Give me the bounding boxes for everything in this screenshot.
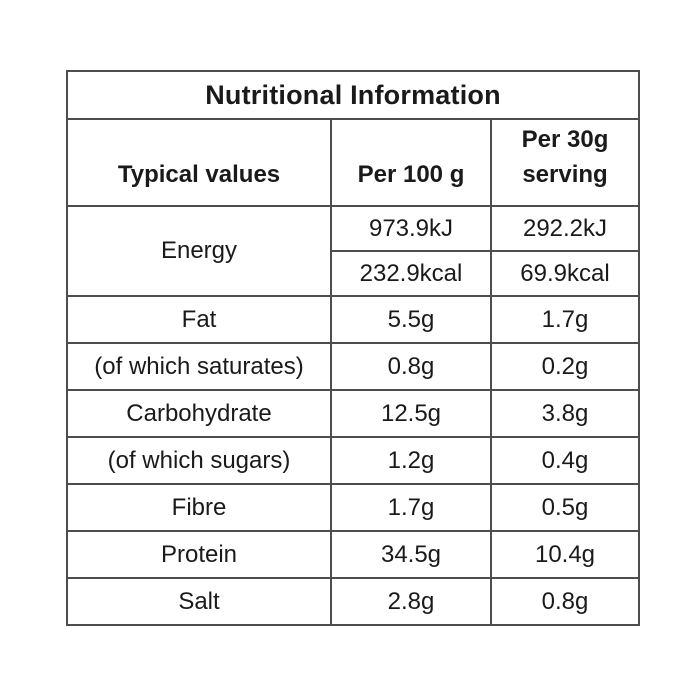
value-per-100g: 0.8g — [330, 342, 492, 391]
column-header-typical-values: Typical values — [66, 118, 332, 207]
header-row: Typical values Per 100 g Per 30g serving — [66, 118, 640, 207]
value-per-100g: 1.2g — [330, 436, 492, 485]
row-label-energy: Energy — [66, 205, 332, 297]
table-row-carbohydrate: Carbohydrate 12.5g 3.8g — [66, 389, 640, 438]
table-row-saturates: (of which saturates) 0.8g 0.2g — [66, 342, 640, 391]
column-header-per-serving: Per 30g serving — [490, 118, 640, 207]
title-row: Nutritional Information — [66, 70, 640, 120]
value-per-100g: 12.5g — [330, 389, 492, 438]
value-per-serving: 1.7g — [490, 295, 640, 344]
row-label: Fat — [66, 295, 332, 344]
row-label: (of which saturates) — [66, 342, 332, 391]
value-per-serving: 0.4g — [490, 436, 640, 485]
value-per-serving: 10.4g — [490, 530, 640, 579]
row-label: Carbohydrate — [66, 389, 332, 438]
value-per-serving: 0.8g — [490, 577, 640, 626]
table-row-fibre: Fibre 1.7g 0.5g — [66, 483, 640, 532]
value-per-100g: 1.7g — [330, 483, 492, 532]
value-per-100g: 2.8g — [330, 577, 492, 626]
row-label: (of which sugars) — [66, 436, 332, 485]
energy-kcal-per-serving: 69.9kcal — [490, 250, 640, 297]
energy-kj-per-serving: 292.2kJ — [490, 205, 640, 252]
table-row-sugars: (of which sugars) 1.2g 0.4g — [66, 436, 640, 485]
value-per-serving: 0.5g — [490, 483, 640, 532]
row-label: Fibre — [66, 483, 332, 532]
value-per-100g: 5.5g — [330, 295, 492, 344]
table-row-salt: Salt 2.8g 0.8g — [66, 577, 640, 626]
value-per-serving: 3.8g — [490, 389, 640, 438]
column-header-per-100g: Per 100 g — [330, 118, 492, 207]
row-label: Protein — [66, 530, 332, 579]
nutrition-label: Nutritional Information Typical values P… — [66, 70, 640, 626]
table-row-energy-kj: Energy 973.9kJ 292.2kJ — [66, 205, 640, 297]
table-row-fat: Fat 5.5g 1.7g — [66, 295, 640, 344]
value-per-100g: 34.5g — [330, 530, 492, 579]
energy-kj-per-100g: 973.9kJ — [330, 205, 492, 252]
row-label: Salt — [66, 577, 332, 626]
nutrition-table: Nutritional Information Typical values P… — [66, 70, 640, 626]
table-row-protein: Protein 34.5g 10.4g — [66, 530, 640, 579]
energy-kcal-per-100g: 232.9kcal — [330, 250, 492, 297]
table-title: Nutritional Information — [66, 70, 640, 120]
table-row-energy-kcal: 232.9kcal 69.9kcal — [67, 250, 640, 297]
value-per-serving: 0.2g — [490, 342, 640, 391]
